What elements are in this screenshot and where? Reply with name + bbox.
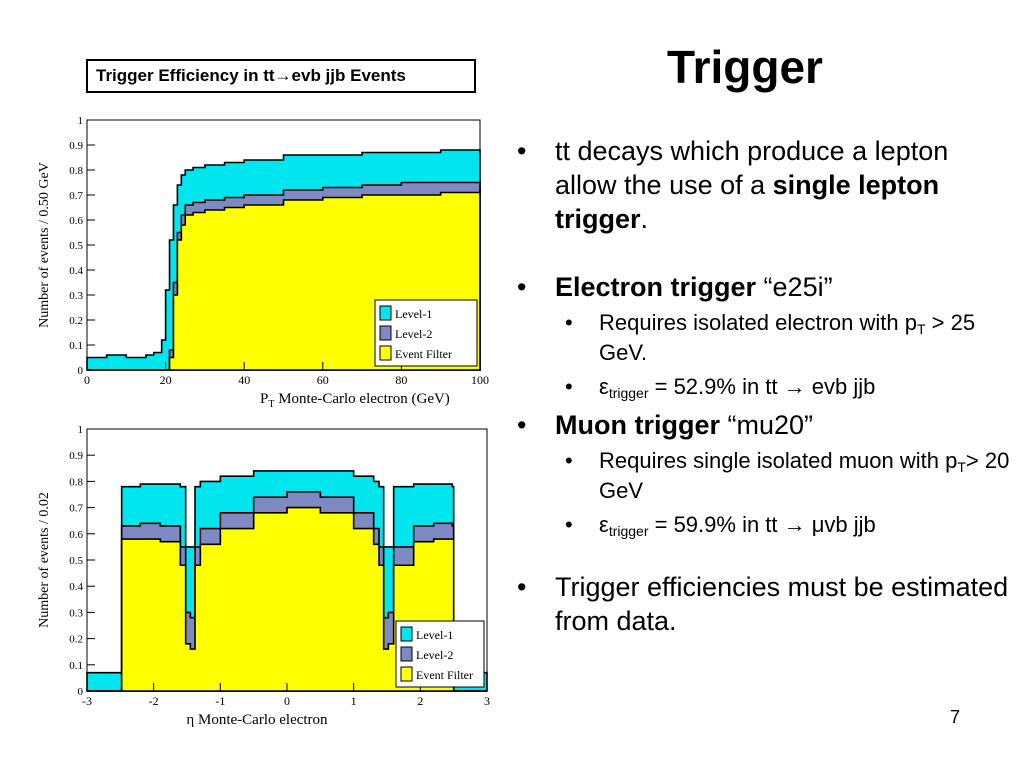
bullet-text: tt decays which produce a lepton allow t… — [555, 136, 949, 200]
x-tick-label: -3 — [82, 694, 92, 708]
legend-swatch — [379, 305, 392, 321]
bullet-text: “mu20” — [719, 410, 814, 440]
legend-swatch — [400, 626, 413, 642]
y-tick-label: 0.8 — [69, 165, 83, 177]
bullet-marker: • — [517, 136, 527, 166]
bullet-bold: Electron trigger — [555, 272, 757, 302]
y-tick-label: 0.1 — [69, 660, 83, 672]
legend-label: Level-2 — [395, 327, 432, 341]
y-tick-label: 0.8 — [69, 476, 83, 488]
bullet-marker: • — [517, 410, 527, 440]
bullet-list: • tt decays which produce a lepton allow… — [515, 134, 1010, 638]
sub-bullet-electron-efficiency: • εtrigger = 52.9% in tt → evb jjb — [515, 372, 1010, 402]
legend-box — [374, 299, 478, 367]
x-tick-label: 80 — [395, 373, 407, 387]
eta-efficiency-chart: 0 0.1 0.2 0.3 0.4 0.5 0.6 0.7 0.8 0.9 1 -3 -2 -1 0 1 2 3 η… — [37, 424, 490, 728]
bullet-estimate-from-data: • Trigger efficiencies must be estimated… — [515, 570, 1010, 638]
sub-bullet-text: ε — [599, 512, 609, 537]
y-tick-label: 0.6 — [69, 215, 83, 227]
sub-bullet-text-end: > 20 GeV — [599, 448, 1010, 503]
legend-label: Level-1 — [416, 628, 453, 642]
subscript: trigger — [608, 385, 649, 401]
bullet-electron-trigger: • Electron trigger “e25i” — [515, 270, 1010, 304]
sub-bullet-text: Requires single isolated muon with p — [599, 448, 958, 473]
y-tick-label: 0.1 — [69, 340, 83, 352]
sub-bullet-muon-isolation: • Requires single isolated muon with pT>… — [515, 446, 1010, 506]
sub-bullet-text: Requires isolated electron with p — [599, 310, 917, 335]
page-number: 7 — [950, 707, 961, 727]
y-tick-label: 0.6 — [69, 529, 83, 541]
y-axis-label: Number of events / 0.50 GeV — [37, 162, 52, 328]
legend-swatch — [379, 325, 392, 341]
y-tick-label: 0 — [78, 365, 84, 377]
y-tick-label: 0.7 — [69, 503, 83, 515]
legend-label: Event Filter — [416, 668, 473, 682]
y-tick-label: 0 — [78, 686, 84, 698]
bullet-muon-trigger: • Muon trigger “mu20” — [515, 408, 1010, 442]
pt-efficiency-chart: 0 0.1 0.2 0.3 0.4 0.5 0.6 0.7 0.8 0.9 1 0 20 40 60 80 10… — [37, 115, 489, 410]
x-tick-label: 20 — [160, 373, 172, 387]
sub-bullet-marker: • — [565, 310, 573, 335]
x-tick-label: 100 — [471, 373, 489, 387]
y-tick-label: 0.9 — [69, 140, 83, 152]
bullet-text-end: . — [640, 204, 649, 234]
y-tick-label: 0.5 — [69, 555, 83, 567]
bullet-single-lepton: • tt decays which produce a lepton allow… — [515, 134, 1010, 236]
sub-bullet-text-end: = 59.9% in tt → μvb jjb — [648, 512, 876, 537]
subscript: trigger — [608, 523, 649, 539]
y-tick-label: 0.7 — [69, 190, 83, 202]
x-tick-label: 2 — [417, 694, 423, 708]
x-tick-label: 1 — [351, 694, 357, 708]
subscript: T — [916, 321, 926, 337]
sub-bullet-text: ε — [599, 374, 609, 399]
sub-bullet-text-end: = 52.9% in tt → evb jjb — [648, 374, 876, 399]
x-tick-label: 0 — [84, 373, 90, 387]
x-tick-label: 60 — [317, 373, 329, 387]
series-area-event-filter — [87, 506, 487, 692]
y-tick-label: 0.5 — [69, 240, 83, 252]
sub-bullet-marker: • — [565, 512, 573, 537]
sub-bullet-electron-isolation: • Requires isolated electron with pT > 2… — [515, 308, 1010, 368]
y-tick-label: 0.3 — [69, 290, 83, 302]
sub-bullet-marker: • — [565, 374, 573, 399]
x-tick-label: -2 — [149, 694, 159, 708]
bullet-text: Trigger efficiencies must be estimated f… — [555, 572, 1009, 636]
legend-label: Event Filter — [395, 347, 452, 361]
bullet-bold: single lepton trigger — [555, 170, 940, 234]
sub-bullet-muon-efficiency: • εtrigger = 59.9% in tt → μvb jjb — [515, 510, 1010, 540]
legend-label: Level-1 — [395, 307, 432, 321]
x-tick-label: -1 — [215, 694, 225, 708]
y-tick-label: 0.2 — [69, 315, 83, 327]
x-axis-label: PT Monte-Carlo electron (GeV) — [260, 391, 450, 410]
x-tick-label: 40 — [238, 373, 250, 387]
bullet-marker: • — [517, 572, 527, 602]
y-axis-label: Number of events / 0.02 — [37, 492, 52, 628]
sub-bullet-text-end: > 25 GeV. — [599, 310, 976, 365]
subscript: T — [957, 459, 966, 475]
y-tick-label: 0.3 — [69, 607, 83, 619]
sub-bullet-marker: • — [565, 448, 573, 473]
bullet-marker: • — [517, 272, 527, 302]
x-tick-label: 0 — [284, 694, 290, 708]
bullet-text: “e25i” — [756, 272, 833, 302]
chart-caption: Trigger Efficiency in tt→evb jjb Events — [86, 59, 476, 93]
legend-swatch — [400, 646, 413, 662]
y-tick-label: 0.9 — [69, 450, 83, 462]
y-tick-label: 0.2 — [69, 634, 83, 646]
y-tick-label: 1 — [78, 424, 84, 436]
legend-label: Level-2 — [416, 648, 453, 662]
x-axis-label: η Monte-Carlo electron — [186, 712, 328, 728]
x-tick-label: 3 — [484, 694, 490, 708]
legend-swatch — [379, 345, 392, 361]
y-tick-label: 0.4 — [69, 265, 83, 277]
y-tick-label: 1 — [78, 115, 84, 127]
y-tick-label: 0.4 — [69, 581, 83, 593]
bullet-bold: Muon trigger — [555, 410, 720, 440]
slide-title: Trigger — [667, 41, 823, 93]
legend-swatch — [400, 666, 413, 682]
